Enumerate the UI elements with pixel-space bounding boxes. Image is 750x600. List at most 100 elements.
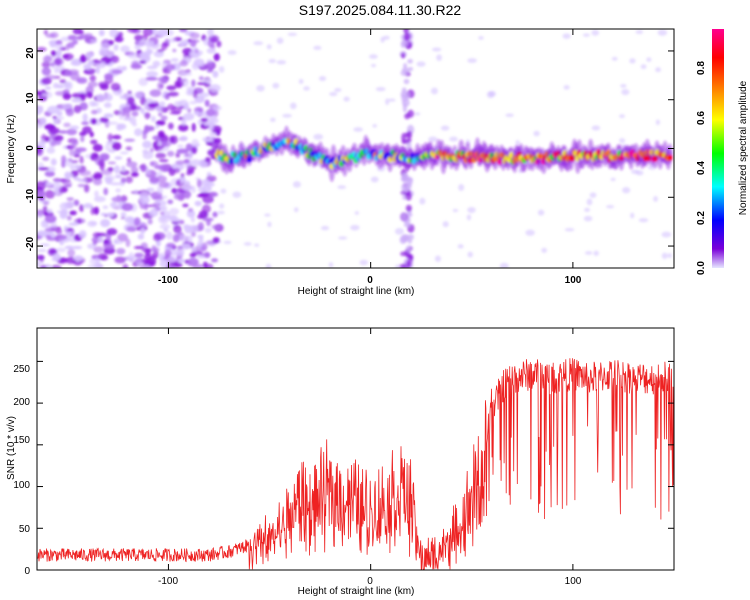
noise-blob	[134, 34, 143, 41]
noise-blob	[89, 131, 94, 138]
noise-blob	[203, 179, 211, 187]
noise-blob	[157, 81, 164, 91]
faint-blob	[635, 170, 644, 176]
noise-blob	[88, 100, 97, 107]
noise-blob	[216, 40, 222, 48]
noise-blob	[87, 264, 100, 268]
noise-blob	[103, 247, 116, 255]
noise-blob	[73, 150, 82, 154]
noise-blob	[103, 102, 112, 108]
signal-line	[213, 125, 673, 182]
noise-blob	[52, 82, 59, 89]
noise-blob	[65, 245, 74, 250]
noise-blob	[80, 135, 85, 143]
band-blob	[403, 222, 411, 228]
noise-blob	[125, 146, 133, 151]
noise-blob	[114, 35, 124, 43]
noise-blob	[45, 86, 52, 90]
noise-blob	[177, 78, 187, 82]
noise-blob	[174, 80, 185, 89]
top-ytick-label-3: -10	[25, 188, 36, 203]
faint-blob	[562, 33, 571, 39]
noise-blob	[50, 158, 57, 166]
noise-blob	[37, 254, 45, 261]
faint-blob	[354, 211, 359, 215]
noise-blob	[177, 144, 184, 148]
noise-blob	[184, 259, 189, 264]
noise-blob	[159, 211, 165, 216]
faint-blob	[449, 136, 458, 142]
snr-panel: -100 0 100 250 200 150 100 50 0 Height o…	[6, 327, 675, 597]
bot-xtick-label-2: 100	[565, 576, 582, 587]
noise-blob	[130, 166, 139, 174]
faint-blob	[434, 255, 442, 262]
faint-blob	[591, 29, 600, 36]
noise-blob	[90, 206, 95, 216]
noise-blob	[55, 116, 65, 120]
noise-blob	[94, 190, 99, 198]
noise-blob	[140, 96, 147, 106]
noise-blob	[78, 230, 87, 239]
faint-blob	[533, 130, 540, 137]
noise-blob	[97, 253, 108, 261]
faint-blob	[499, 262, 509, 268]
noise-blob	[146, 70, 158, 78]
noise-blob	[158, 159, 169, 163]
faint-blob	[320, 225, 330, 231]
noise-blob	[167, 256, 177, 263]
noise-blob	[43, 29, 49, 36]
noise-blob	[140, 227, 146, 234]
faint-blob	[218, 66, 225, 73]
noise-blob	[46, 225, 56, 229]
noise-blob	[146, 187, 155, 192]
band-blob	[406, 259, 411, 268]
noise-blob	[207, 149, 215, 156]
noise-blob	[83, 65, 92, 70]
faint-blob	[329, 91, 338, 97]
noise-blob	[86, 39, 92, 44]
noise-blob	[189, 32, 200, 39]
noise-blob	[191, 246, 196, 252]
band-blob	[405, 191, 412, 201]
faint-blob	[467, 58, 477, 63]
faint-blob	[466, 214, 472, 221]
noise-blob	[98, 29, 105, 37]
colorbar-gradient	[712, 29, 724, 268]
faint-blob	[584, 251, 593, 255]
noise-blob	[52, 115, 57, 119]
noise-blob	[164, 38, 170, 44]
colorbar-tick-label-3: 0.6	[696, 111, 707, 125]
faint-blob	[375, 87, 386, 92]
noise-blob	[45, 91, 53, 99]
noise-blob	[103, 243, 115, 249]
noise-blob	[64, 70, 73, 77]
noise-blob	[133, 91, 144, 99]
noise-blob	[160, 115, 168, 121]
band-blob	[401, 212, 408, 222]
noise-blob	[66, 215, 72, 221]
noise-blob	[37, 209, 45, 216]
noise-blob	[189, 100, 198, 105]
noise-blob	[44, 170, 56, 177]
noise-blob	[71, 92, 84, 99]
noise-blob	[209, 132, 217, 136]
noise-blob	[54, 67, 59, 74]
faint-blob	[287, 32, 298, 36]
noise-blob	[179, 135, 188, 142]
noise-blob	[204, 99, 210, 107]
noise-blob	[206, 108, 216, 117]
noise-blob	[145, 76, 158, 81]
band-blob	[403, 32, 411, 41]
noise-blob	[55, 247, 66, 253]
noise-blob	[90, 139, 98, 145]
faint-blob	[254, 243, 260, 247]
noise-blob	[55, 39, 63, 45]
noise-blob	[133, 245, 144, 250]
noise-blob	[193, 111, 200, 115]
faint-blob	[586, 198, 593, 206]
noise-blob	[200, 117, 209, 123]
noise-blob	[116, 123, 124, 131]
noise-blob	[144, 40, 155, 47]
noise-blob	[86, 220, 97, 228]
faint-blob	[227, 50, 237, 55]
